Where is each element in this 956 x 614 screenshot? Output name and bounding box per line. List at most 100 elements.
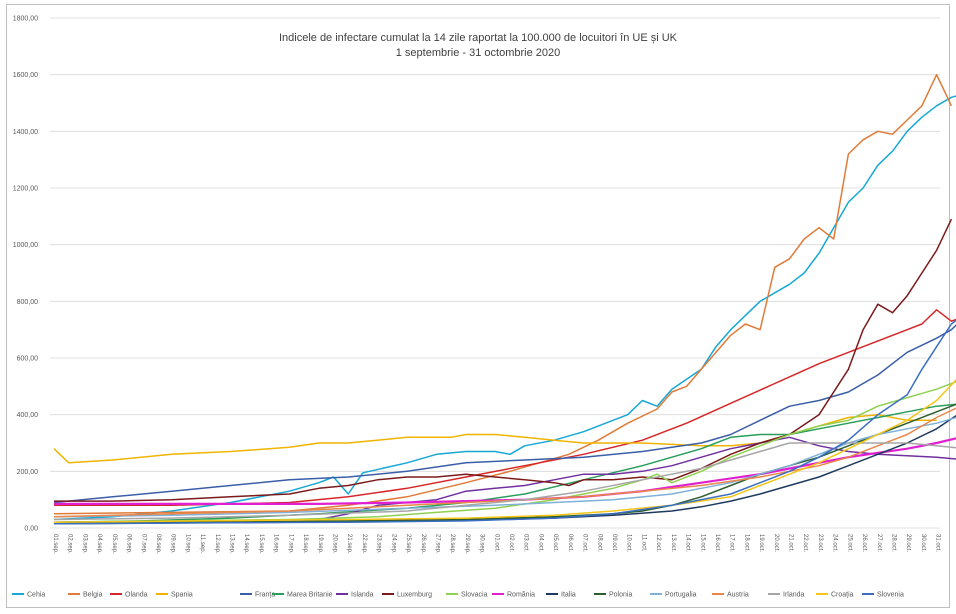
y-tick-label: 400,00 (17, 412, 39, 419)
series-line-portugalia (53, 416, 956, 518)
legend-label: Marea Britanie (287, 592, 333, 599)
x-tick-label: 17.sep. (287, 534, 293, 554)
chart-subtitle: 1 septembrie - 31 octombrie 2020 (395, 47, 561, 59)
x-tick-label: 14.sep. (243, 534, 249, 554)
legend-label: Islanda (351, 592, 374, 599)
legend-label: Croația (831, 592, 854, 599)
y-tick-label: 1200,00 (13, 186, 38, 193)
legend-item: Croația (816, 592, 854, 599)
legend-label: Irlanda (783, 592, 805, 599)
x-tick-label: 19.oct. (758, 534, 764, 552)
x-tick-label: 09.sep. (170, 534, 176, 554)
series-line-slovacia (53, 380, 956, 524)
x-tick-label: 21.sep. (346, 534, 352, 554)
x-tick-label: 01.oct. (493, 534, 499, 552)
series-line-olanda (54, 309, 956, 507)
chart-title-block: Indicele de infectare cumulat la 14 zile… (0, 31, 956, 61)
x-tick-label: 10.oct. (626, 534, 632, 552)
x-tick-label: 05.oct. (552, 534, 558, 552)
legend-label: Luxemburg (397, 592, 432, 599)
legend-item: Spania (156, 592, 193, 599)
legend-item: Islanda (336, 592, 374, 599)
y-tick-label: 1600,00 (13, 72, 38, 79)
x-tick-label: 07.oct. (582, 534, 588, 552)
y-tick-label: 200,00 (17, 469, 39, 476)
legend-label: Cehia (27, 592, 45, 599)
legend-item: Belgia (68, 592, 103, 599)
x-tick-label: 03.sep. (81, 534, 87, 554)
x-tick-label: 03.oct. (523, 534, 529, 552)
legend-item: Luxemburg (382, 592, 432, 599)
x-tick-label: 23.sep. (376, 534, 382, 554)
x-tick-label: 15.oct. (699, 534, 705, 552)
x-tick-label: 07.sep. (140, 534, 146, 554)
x-tick-label: 22.oct. (802, 534, 808, 552)
x-tick-label: 18.oct. (743, 534, 749, 552)
x-tick-label: 27.oct. (876, 534, 882, 552)
x-tick-label: 28.sep. (449, 534, 455, 554)
x-tick-label: 30.sep. (479, 534, 485, 554)
x-tick-label: 29.sep. (464, 534, 470, 554)
legend-label: Franța (255, 592, 275, 599)
chart-frame (6, 4, 950, 608)
x-tick-label: 06.sep. (126, 534, 132, 554)
series-line-croa-ia (53, 378, 956, 524)
x-tick-label: 16.oct. (714, 534, 720, 552)
x-tick-label: 28.oct. (891, 534, 897, 552)
legend-item: Italia (546, 592, 576, 599)
x-tick-label: 19.sep. (317, 534, 323, 554)
x-tick-label: 31.oct. (935, 534, 941, 552)
legend-label: Spania (171, 592, 193, 599)
x-tick-label: 09.oct. (611, 534, 617, 552)
legend-label: Slovacia (461, 592, 488, 599)
x-tick-label: 13.sep. (229, 534, 235, 554)
legend: Cehia Belgia Olanda Spania Franța Marea Brita… (12, 592, 904, 599)
x-tick-label: 26.oct. (861, 534, 867, 552)
series-line-austria (53, 407, 956, 518)
x-tick-label: 13.oct. (670, 534, 676, 552)
gridlines (50, 17, 940, 529)
x-axis: 01.sep. 02.sep. 03.sep. 04.sep. 05.sep. 06.se… (52, 534, 941, 554)
x-tick-label: 08.oct. (596, 534, 602, 552)
y-tick-label: 1800,00 (13, 16, 38, 23)
x-tick-label: 17.oct. (729, 534, 735, 552)
legend-item: Marea Britanie (272, 592, 333, 599)
series-line-fran-a (53, 324, 956, 504)
legend-item: Portugalia (650, 592, 697, 599)
series-lines (53, 73, 956, 525)
x-tick-label: 21.oct. (788, 534, 794, 552)
x-tick-label: 20.oct. (773, 534, 779, 552)
series-line-belgia (53, 73, 953, 515)
x-tick-label: 23.oct. (817, 534, 823, 552)
x-tick-label: 15.sep. (258, 534, 264, 554)
x-tick-label: 14.oct. (685, 534, 691, 552)
x-tick-label: 10.sep. (184, 534, 190, 554)
y-tick-label: 1400,00 (13, 129, 38, 136)
x-tick-label: 04.sep. (96, 534, 102, 554)
x-tick-label: 20.sep. (332, 534, 338, 554)
x-tick-label: 08.sep. (155, 534, 161, 554)
x-tick-label: 12.sep. (214, 534, 220, 554)
x-tick-label: 22.sep. (361, 534, 367, 554)
legend-item: Franța (240, 592, 275, 599)
legend-item: Cehia (12, 592, 45, 599)
x-tick-label: 02.sep. (67, 534, 73, 554)
chart-title: Indicele de infectare cumulat la 14 zile… (278, 32, 678, 44)
legend-label: Austria (727, 592, 749, 599)
legend-label: România (507, 592, 535, 599)
series-line-irlanda (53, 442, 956, 521)
legend-item: România (492, 592, 535, 599)
x-tick-label: 06.oct. (567, 534, 573, 552)
legend-label: Slovenia (877, 592, 904, 599)
legend-item: Slovenia (862, 592, 904, 599)
legend-item: Polonia (594, 592, 632, 599)
series-line-luxemburg (54, 218, 953, 502)
y-axis: 0,00 200,00 400,00 600,00 800,00 1000,00 1200,… (13, 16, 38, 533)
x-tick-label: 16.sep. (273, 534, 279, 554)
x-tick-label: 24.oct. (832, 534, 838, 552)
x-tick-label: 29.oct. (905, 534, 911, 552)
legend-label: Belgia (83, 592, 103, 599)
x-tick-label: 02.oct. (508, 534, 514, 552)
x-tick-label: 11.sep. (199, 534, 205, 554)
x-tick-label: 24.sep. (390, 534, 396, 554)
